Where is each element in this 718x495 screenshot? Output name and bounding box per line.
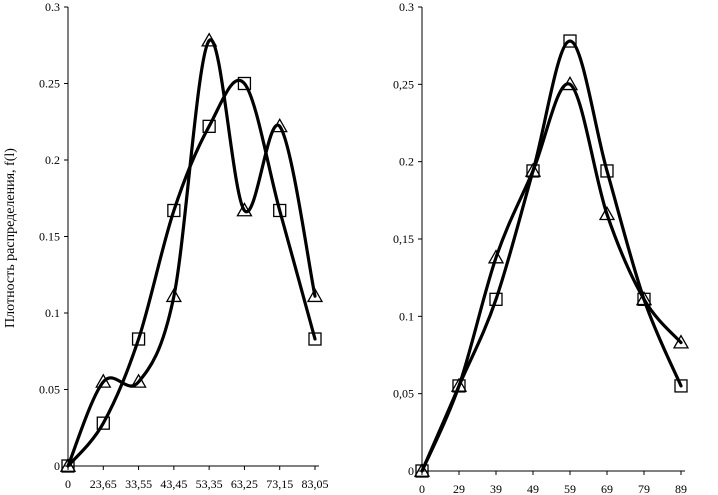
data-point-triangle — [635, 291, 653, 306]
data-point-triangle — [271, 118, 288, 133]
data-point-triangle — [236, 202, 253, 217]
series-line-square — [420, 39, 683, 473]
data-point-square — [637, 292, 651, 306]
data-point-square — [452, 379, 466, 393]
y-tick-label: 0 — [54, 459, 60, 473]
data-point-triangle — [487, 249, 505, 264]
data-point-triangle — [95, 373, 112, 388]
y-tick-label: 0,15 — [393, 232, 414, 246]
data-point-square — [167, 203, 181, 218]
series-line-square — [66, 78, 317, 468]
data-point-triangle — [672, 334, 690, 349]
x-tick-label: 63,25 — [231, 477, 258, 491]
data-point-triangle — [598, 205, 616, 221]
data-point-triangle — [561, 76, 579, 91]
x-tick-label: 0 — [65, 477, 71, 491]
series-line-triangle — [66, 38, 317, 468]
y-tick-label: 0.3 — [45, 0, 60, 14]
y-tick-label: 0.05 — [39, 383, 60, 397]
x-tick-label: 0 — [419, 482, 425, 495]
x-tick-label: 83,05 — [302, 477, 329, 491]
x-tick-label: 89 — [675, 482, 687, 495]
data-point-triangle — [413, 462, 431, 477]
data-point-triangle — [59, 457, 77, 472]
x-tick-label: 39 — [490, 482, 502, 495]
x-tick-label: 29 — [453, 482, 465, 495]
data-point-triangle — [130, 373, 147, 388]
y-axis-title: Плотность распределения, f(l) — [3, 148, 18, 328]
x-tick-label: 53,35 — [196, 477, 223, 491]
data-point-triangle — [306, 287, 324, 303]
data-point-triangle — [201, 32, 218, 47]
x-tick-label: 43,45 — [160, 477, 187, 491]
y-tick-label: 0.3 — [399, 0, 414, 14]
x-tick-label: 49 — [527, 482, 539, 495]
data-point-square — [131, 332, 146, 346]
data-point-square — [600, 164, 614, 178]
y-tick-label: 0 — [408, 464, 414, 478]
data-point-square — [273, 203, 287, 218]
x-tick-label: 73,15 — [266, 477, 293, 491]
chart-right: 0 0,05 0.1 0,15 0.2 0,25 0.3 0 29 39 49 59 69 79 89 — [393, 0, 690, 495]
data-point-square — [415, 464, 429, 478]
data-point-square — [674, 379, 688, 393]
y-tick-label: 0.2 — [399, 155, 414, 169]
y-tick-label: 0.2 — [45, 153, 60, 167]
data-point-triangle — [165, 287, 182, 303]
y-tick-label: 0.1 — [45, 306, 60, 320]
x-tick-label: 33,55 — [125, 477, 152, 491]
y-tick-label: 0.1 — [399, 309, 414, 323]
x-tick-label: 59 — [564, 482, 576, 495]
x-tick-label: 69 — [601, 482, 613, 495]
data-point-triangle — [450, 377, 468, 392]
data-point-square — [96, 416, 110, 430]
series-line-triangle — [420, 82, 683, 473]
chart-left: 0 0.05 0.1 0.15 0.2 0.25 0.3 0 23,65 33,55 43,45 53… — [39, 0, 329, 491]
data-point-square — [237, 76, 252, 91]
data-point-square — [308, 332, 322, 346]
y-tick-label: 0.15 — [39, 230, 60, 244]
data-point-square — [61, 459, 75, 473]
y-tick-label: 0,05 — [393, 387, 414, 401]
x-tick-label: 79 — [638, 482, 650, 495]
x-tick-label: 23,65 — [90, 477, 117, 491]
data-point-square — [526, 164, 540, 178]
data-point-square — [202, 119, 216, 133]
y-tick-label: 0,25 — [393, 77, 414, 91]
y-tick-label: 0.25 — [39, 77, 60, 91]
data-point-square — [489, 292, 503, 306]
data-point-square — [563, 34, 577, 48]
